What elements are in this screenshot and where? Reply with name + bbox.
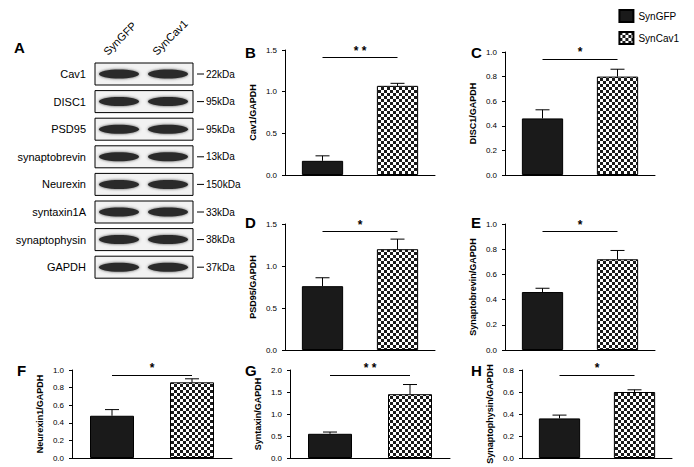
svg-text:1.5: 1.5: [266, 46, 278, 55]
svg-text:C: C: [471, 44, 482, 61]
svg-text:1.0: 1.0: [486, 220, 498, 229]
svg-text:* *: * *: [354, 44, 367, 58]
svg-text:0.8: 0.8: [486, 72, 498, 81]
svg-text:1.5: 1.5: [271, 388, 283, 397]
svg-text:0.5: 0.5: [271, 432, 283, 441]
svg-text:0.6: 0.6: [53, 401, 65, 410]
svg-text:22kDa: 22kDa: [206, 69, 235, 80]
svg-text:0.2: 0.2: [503, 432, 515, 441]
svg-text:0.0: 0.0: [486, 346, 498, 355]
svg-text:B: B: [245, 44, 256, 61]
svg-text:95kDa: 95kDa: [206, 96, 235, 107]
svg-text:0.4: 0.4: [486, 295, 498, 304]
svg-text:Synaptobrevin/GAPDH: Synaptobrevin/GAPDH: [468, 238, 478, 336]
svg-text:0.2: 0.2: [486, 320, 498, 329]
svg-text:0.0: 0.0: [266, 346, 278, 355]
svg-text:0.8: 0.8: [486, 245, 498, 254]
svg-text:GAPDH: GAPDH: [47, 261, 86, 273]
svg-text:G: G: [245, 362, 257, 379]
svg-text:0.4: 0.4: [486, 121, 498, 130]
svg-text:SynGFP: SynGFP: [101, 20, 139, 58]
svg-text:synaptobrevin: synaptobrevin: [18, 151, 87, 163]
svg-text:synaptophysin: synaptophysin: [16, 234, 86, 246]
svg-text:*: *: [150, 361, 155, 375]
svg-text:1.0: 1.0: [486, 48, 498, 57]
svg-text:PSD95/GAPDH: PSD95/GAPDH: [248, 255, 258, 319]
svg-text:0.6: 0.6: [486, 270, 498, 279]
svg-text:95kDa: 95kDa: [206, 124, 235, 135]
svg-text:Cav1: Cav1: [60, 68, 86, 80]
svg-text:F: F: [17, 362, 26, 379]
svg-text:1.0: 1.0: [271, 410, 283, 419]
svg-text:0.0: 0.0: [53, 454, 65, 463]
svg-text:E: E: [471, 214, 481, 231]
svg-text:0.2: 0.2: [486, 146, 498, 155]
svg-text:Synaptophysin/GAPDH: Synaptophysin/GAPDH: [485, 364, 495, 464]
svg-text:37kDa: 37kDa: [206, 262, 235, 273]
svg-text:0.0: 0.0: [271, 454, 283, 463]
svg-text:SynGFP: SynGFP: [638, 11, 676, 22]
svg-text:syntaxin1A: syntaxin1A: [32, 206, 86, 218]
svg-text:0.2: 0.2: [53, 436, 65, 445]
svg-text:DISC1: DISC1: [54, 96, 86, 108]
svg-text:0.4: 0.4: [53, 418, 65, 427]
svg-text:SynCav1: SynCav1: [638, 33, 679, 44]
svg-text:Cav1/GAPDH: Cav1/GAPDH: [248, 84, 258, 141]
svg-text:0.4: 0.4: [503, 410, 515, 419]
svg-text:0.6: 0.6: [503, 388, 515, 397]
svg-text:*: *: [578, 45, 583, 59]
svg-text:0.5: 0.5: [266, 129, 278, 138]
svg-text:13kDa: 13kDa: [206, 151, 235, 162]
svg-text:0.0: 0.0: [266, 171, 278, 180]
svg-text:SynCav1: SynCav1: [150, 17, 190, 57]
svg-text:1.0: 1.0: [266, 87, 278, 96]
svg-text:1.5: 1.5: [266, 220, 278, 229]
svg-text:1.0: 1.0: [266, 262, 278, 271]
svg-text:150kDa: 150kDa: [206, 179, 241, 190]
svg-text:0.8: 0.8: [53, 383, 65, 392]
svg-text:33kDa: 33kDa: [206, 207, 235, 218]
svg-text:D: D: [245, 214, 256, 231]
svg-text:* *: * *: [364, 361, 377, 375]
svg-text:A: A: [14, 39, 25, 56]
svg-text:*: *: [595, 361, 600, 375]
svg-text:DISC1/GAPDH: DISC1/GAPDH: [468, 83, 478, 145]
svg-text:1.0: 1.0: [53, 366, 65, 375]
svg-text:PSD95: PSD95: [51, 123, 86, 135]
svg-text:Neurexin: Neurexin: [42, 178, 86, 190]
svg-text:0.6: 0.6: [486, 97, 498, 106]
svg-text:38kDa: 38kDa: [206, 234, 235, 245]
svg-text:0.0: 0.0: [503, 454, 515, 463]
svg-text:0.8: 0.8: [503, 366, 515, 375]
svg-text:0.0: 0.0: [486, 171, 498, 180]
svg-text:H: H: [471, 362, 482, 379]
svg-text:Neurexin1/GAPDH: Neurexin1/GAPDH: [35, 375, 45, 454]
svg-text:*: *: [358, 218, 363, 232]
svg-text:2.0: 2.0: [271, 366, 283, 375]
svg-text:0.5: 0.5: [266, 304, 278, 313]
svg-text:Syntaxin/GAPDH: Syntaxin/GAPDH: [253, 378, 263, 451]
svg-text:*: *: [578, 218, 583, 232]
